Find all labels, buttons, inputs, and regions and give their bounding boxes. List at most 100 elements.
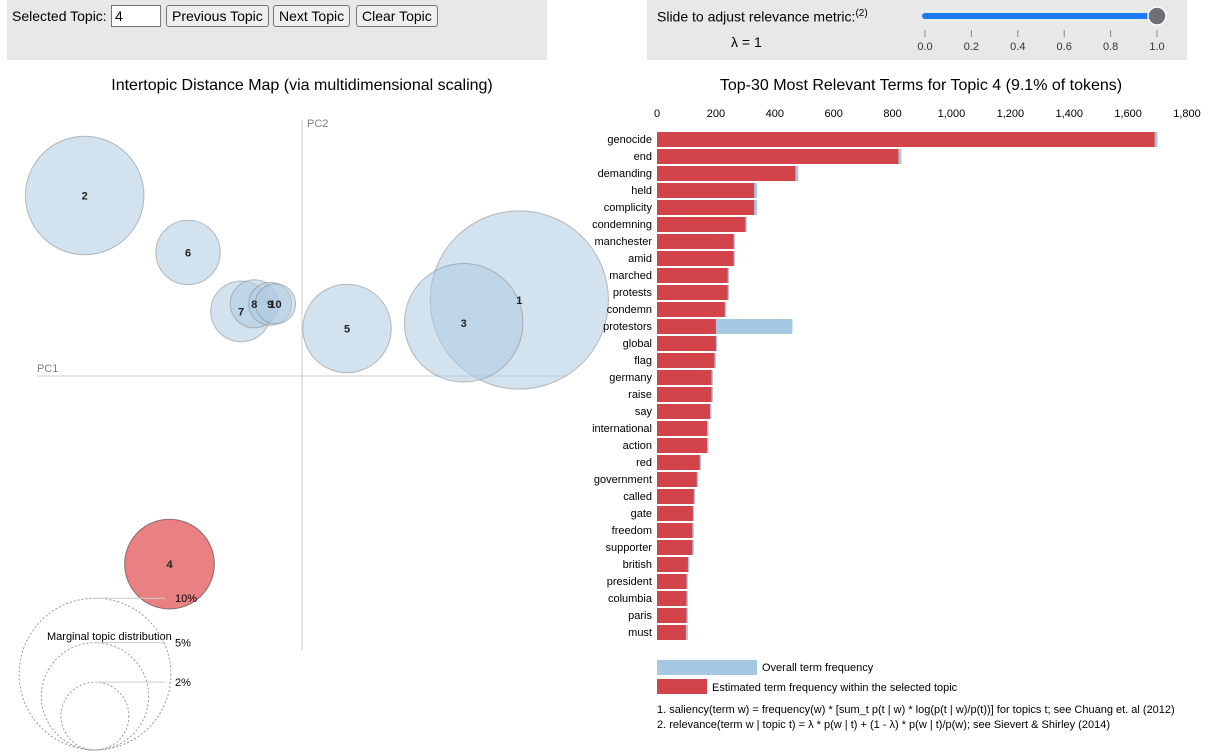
bar-x-tick-label: 1,800 — [1173, 108, 1201, 120]
term-label[interactable]: raise — [628, 389, 652, 401]
relevance-footnote: 2. relevance(term w | topic t) = λ * p(w… — [657, 719, 1110, 731]
estimated-frequency-bar — [657, 472, 697, 487]
term-label[interactable]: complicity — [604, 202, 653, 214]
term-label[interactable]: called — [623, 491, 652, 503]
slider-fill — [922, 13, 1157, 19]
term-label[interactable]: marched — [609, 270, 652, 282]
term-label[interactable]: columbia — [608, 593, 653, 605]
topic-label-10: 10 — [269, 299, 281, 311]
legend-estimated-label: Estimated term frequency within the sele… — [712, 682, 958, 694]
term-label[interactable]: demanding — [598, 168, 652, 180]
bar-x-tick-label: 1,000 — [938, 108, 966, 120]
estimated-frequency-bar — [657, 540, 693, 555]
map-title: Intertopic Distance Map (via multidimens… — [111, 77, 493, 94]
estimated-frequency-bar — [657, 370, 712, 385]
topic-circle-4[interactable] — [124, 518, 215, 610]
term-label[interactable]: supporter — [606, 542, 653, 554]
term-label[interactable]: british — [623, 559, 652, 571]
clear-topic-button[interactable]: Clear Topic — [356, 5, 438, 27]
lambda-control-panel: Slide to adjust relevance metric:(2) λ =… — [647, 0, 1187, 60]
term-label[interactable]: gate — [631, 508, 652, 520]
marginal-legend-label: 2% — [175, 677, 191, 689]
bar-chart-title: Top-30 Most Relevant Terms for Topic 4 (… — [720, 77, 1122, 94]
topic-label-7: 7 — [238, 306, 244, 318]
topic-circle-3[interactable] — [403, 263, 524, 383]
term-label[interactable]: held — [631, 185, 652, 197]
term-label[interactable]: freedom — [612, 525, 652, 537]
bar-x-tick-label: 1,200 — [997, 108, 1025, 120]
slider-tick-label: 0.0 — [917, 41, 932, 53]
topic-label-4: 4 — [166, 559, 173, 571]
term-label[interactable]: global — [623, 338, 652, 350]
estimated-frequency-bar — [657, 523, 693, 538]
bar-x-tick-label: 600 — [824, 108, 842, 120]
estimated-frequency-bar — [657, 608, 687, 623]
previous-topic-button[interactable]: Previous Topic — [166, 5, 269, 27]
estimated-frequency-bar — [657, 336, 716, 351]
term-label[interactable]: say — [635, 406, 653, 418]
bar-x-tick-label: 200 — [707, 108, 725, 120]
lambda-slider-label: Slide to adjust relevance metric:(2) — [657, 8, 868, 25]
term-label[interactable]: protestors — [603, 321, 652, 333]
estimated-frequency-bar — [657, 183, 755, 198]
bar-x-tick-label: 1,600 — [1114, 108, 1142, 120]
term-label[interactable]: red — [636, 457, 652, 469]
estimated-frequency-bar — [657, 302, 725, 317]
estimated-frequency-bar — [657, 268, 728, 283]
estimated-frequency-bar — [657, 132, 1155, 147]
term-label[interactable]: government — [594, 474, 652, 486]
next-topic-button[interactable]: Next Topic — [273, 5, 351, 27]
estimated-frequency-bar — [657, 438, 708, 453]
estimated-frequency-bar — [657, 625, 686, 640]
legend-estimated-swatch — [657, 679, 707, 694]
term-label[interactable]: must — [628, 627, 652, 639]
topic-label-9: 9 — [267, 299, 273, 311]
estimated-frequency-bar — [657, 421, 708, 436]
term-label[interactable]: international — [592, 423, 652, 435]
lambda-value: λ = 1 — [731, 34, 762, 50]
term-label[interactable]: germany — [609, 372, 652, 384]
topic-label-2: 2 — [82, 191, 88, 203]
topic-label-3: 3 — [461, 318, 467, 330]
estimated-frequency-bar — [657, 285, 728, 300]
term-label[interactable]: protests — [613, 287, 653, 299]
term-label[interactable]: paris — [628, 610, 652, 622]
topic-control-panel: Selected Topic: Previous Topic Next Topi… — [7, 0, 547, 60]
term-label[interactable]: president — [607, 576, 652, 588]
topic-circle-10[interactable] — [254, 283, 297, 325]
lambda-slider[interactable]: 0.0 0.2 0.4 0.6 0.8 1.0 — [907, 0, 1187, 60]
legend-overall-label: Overall term frequency — [762, 662, 874, 674]
topic-circle-2[interactable] — [24, 135, 145, 256]
term-label[interactable]: end — [634, 151, 652, 163]
bar-x-tick-label: 0 — [654, 108, 660, 120]
estimated-frequency-bar — [657, 200, 755, 215]
legend-overall-swatch — [657, 660, 757, 675]
term-label[interactable]: flag — [634, 355, 652, 367]
slider-tick-label: 1.0 — [1149, 41, 1164, 53]
slider-tick-label: 0.6 — [1057, 41, 1072, 53]
bar-x-tick-label: 400 — [766, 108, 784, 120]
term-label[interactable]: genocide — [607, 134, 652, 146]
estimated-frequency-bar — [657, 455, 700, 470]
estimated-frequency-bar — [657, 574, 687, 589]
estimated-frequency-bar — [657, 251, 734, 266]
term-label[interactable]: amid — [628, 253, 652, 265]
slider-tick-label: 0.8 — [1103, 41, 1118, 53]
estimated-frequency-bar — [657, 557, 688, 572]
term-label[interactable]: condemning — [592, 219, 652, 231]
selected-topic-input[interactable] — [111, 5, 161, 27]
estimated-frequency-bar — [657, 234, 734, 249]
topic-label-8: 8 — [251, 299, 257, 311]
topic-circle-5[interactable] — [302, 283, 392, 374]
term-label[interactable]: condemn — [607, 304, 652, 316]
marginal-legend-circle — [60, 681, 130, 751]
marginal-legend-circle — [40, 642, 150, 751]
slider-handle[interactable] — [1147, 6, 1167, 26]
topic-circle-6[interactable] — [155, 219, 221, 286]
term-label[interactable]: manchester — [595, 236, 653, 248]
lambda-footnote-ref: (2) — [855, 8, 868, 19]
marginal-legend-circle — [18, 597, 172, 751]
topic-label-6: 6 — [185, 248, 191, 260]
estimated-frequency-bar — [657, 319, 716, 334]
term-label[interactable]: action — [623, 440, 652, 452]
